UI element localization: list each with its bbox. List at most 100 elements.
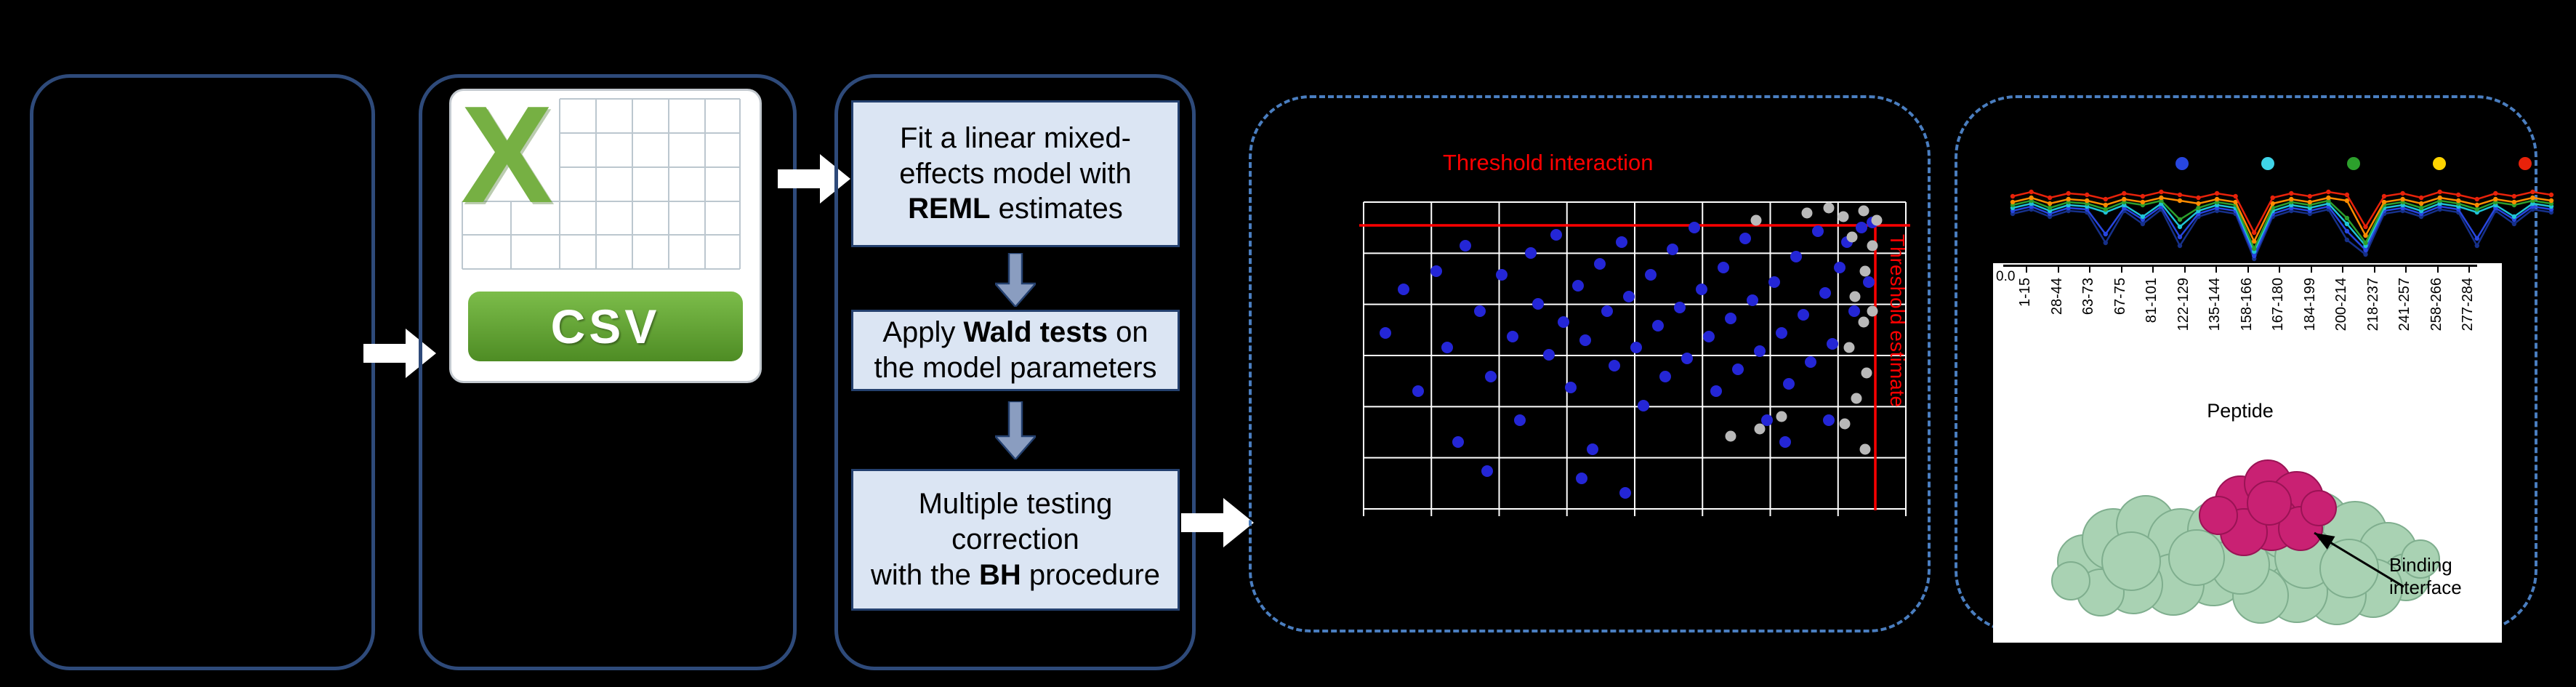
profile-point	[2177, 234, 2183, 240]
step-fit-reml-box: Fit a linear mixed- effects model with R…	[851, 100, 1180, 247]
scatter-point-significant	[1587, 443, 1598, 455]
profile-point	[2177, 224, 2183, 230]
profile-point	[2474, 206, 2479, 212]
axis-tick	[2215, 266, 2217, 273]
profile-point	[2196, 201, 2201, 206]
step-wald-tests-box: Apply Wald tests on the model parameters	[851, 310, 1180, 391]
scatter-point-significant	[1474, 305, 1486, 317]
scatter-point-nonsignificant	[1776, 411, 1787, 422]
peptide-x-label: 81-101	[2144, 278, 2160, 324]
profile-point	[2493, 190, 2498, 196]
profile-point	[2159, 195, 2164, 201]
profile-point	[2140, 193, 2146, 199]
profile-point	[2289, 196, 2294, 202]
profile-point	[2196, 205, 2201, 211]
profile-point	[2085, 192, 2090, 198]
flow-arrow-2	[778, 154, 850, 204]
scatter-point-significant	[1718, 262, 1729, 273]
profile-point	[2363, 247, 2368, 253]
flow-arrow-1	[363, 329, 436, 378]
scatter-point-significant	[1703, 331, 1715, 342]
profile-line-green	[2012, 199, 2552, 252]
profile-point	[2437, 195, 2442, 201]
profile-point	[2270, 195, 2275, 201]
profile-point	[2493, 196, 2498, 202]
scatter-point-nonsignificant	[1754, 423, 1766, 435]
protein-structure	[2051, 459, 2440, 625]
axis-tick	[2405, 266, 2407, 273]
volcano-plot	[1359, 201, 1910, 516]
peptide-x-label: 277-284	[2460, 278, 2476, 332]
scatter-point-significant	[1525, 247, 1537, 259]
profile-point	[2252, 253, 2257, 259]
scatter-point-significant	[1834, 262, 1846, 273]
profile-point	[2029, 195, 2034, 201]
profile-point	[2363, 233, 2368, 238]
profile-point	[2085, 198, 2090, 204]
scatter-point-significant	[1645, 269, 1657, 281]
profile-point	[2548, 192, 2554, 198]
scatter-point-nonsignificant	[1858, 316, 1869, 328]
scatter-point-nonsignificant	[1849, 291, 1861, 302]
scatter-point-nonsignificant	[1861, 367, 1872, 379]
y-axis-tick-label: 0.0	[1996, 269, 2016, 284]
scatter-point-significant	[1412, 385, 1424, 397]
scatter-point-significant	[1768, 276, 1780, 288]
scatter-point-nonsignificant	[1867, 305, 1878, 317]
scatter-point-nonsignificant	[1750, 214, 1762, 226]
scatter-point-significant	[1452, 436, 1464, 448]
peptide-x-labels: 1-15 28-44 63-73 67-75 81-101 122-129 135-144 1…	[1993, 263, 2502, 643]
scatter-point-significant	[1565, 382, 1577, 393]
scatter-point-significant	[1481, 465, 1493, 477]
scatter-point-nonsignificant	[1838, 211, 1849, 222]
axis-tick	[2436, 266, 2439, 273]
scatter-point-significant	[1798, 309, 1809, 321]
scatter-point-significant	[1514, 414, 1526, 426]
profile-point	[2511, 221, 2517, 227]
profile-line-blue	[2012, 205, 2552, 259]
scatter-point-significant	[1460, 240, 1471, 252]
profile-lines	[2010, 189, 2554, 262]
scatter-point-significant	[1638, 400, 1649, 411]
down-arrow-1	[995, 253, 1036, 307]
profile-point	[2270, 201, 2275, 206]
excel-x-logo: X	[461, 78, 553, 232]
scatter-point-significant	[1761, 414, 1773, 426]
protein-surface	[2051, 486, 2440, 625]
profile-point	[2344, 237, 2350, 243]
scatter-point-significant	[1652, 320, 1664, 332]
scatter-point-significant	[1496, 269, 1508, 281]
scatter-point-significant	[1823, 414, 1835, 426]
scatter-point-significant	[1430, 265, 1442, 277]
scatter-point-significant	[1558, 316, 1569, 328]
profile-point	[2530, 195, 2535, 201]
legend-dot	[2519, 157, 2532, 170]
profile-line-dark-blue	[2012, 208, 2552, 262]
scatter-point-significant	[1674, 302, 1686, 313]
profile-line-orange	[2012, 196, 2552, 244]
profile-point	[2047, 195, 2053, 201]
profile-point	[2177, 217, 2183, 222]
scatter-point-significant	[1619, 487, 1631, 499]
peptide-x-label: 122-129	[2175, 278, 2191, 332]
csv-file-icon: X CSV	[449, 78, 762, 383]
profile-point	[2437, 189, 2442, 195]
profile-point	[2103, 196, 2108, 202]
scatter-point-significant	[1441, 342, 1453, 353]
profile-point	[2344, 192, 2350, 198]
profile-point	[2196, 195, 2201, 201]
profile-point	[2103, 202, 2108, 208]
profile-point	[2252, 238, 2257, 244]
csv-banner-label: CSV	[468, 292, 743, 361]
profile-point	[2010, 199, 2016, 205]
profile-point	[2530, 189, 2535, 195]
profile-point	[2010, 193, 2016, 199]
legend-dot	[2261, 157, 2274, 170]
profile-point	[2456, 192, 2461, 198]
peptide-x-label: 67-75	[2112, 278, 2128, 316]
scatter-point-significant	[1732, 363, 1744, 375]
profile-line-cyan	[2012, 202, 2552, 254]
x-axis-line	[2003, 265, 2477, 267]
axis-tick	[2279, 266, 2280, 273]
axis-tick	[2057, 266, 2059, 273]
